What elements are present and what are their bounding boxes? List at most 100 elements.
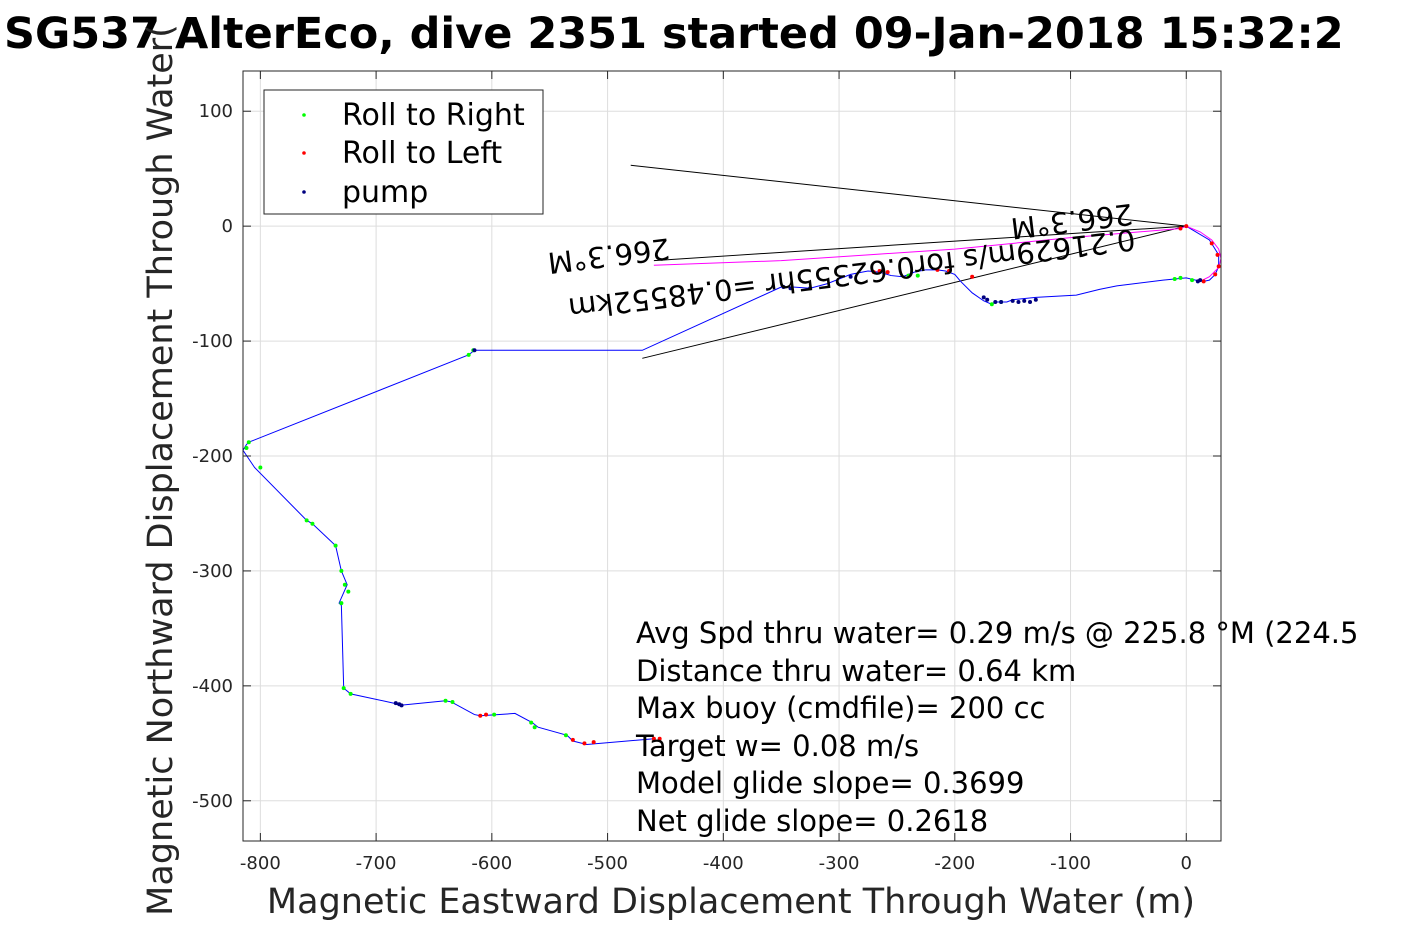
roll-right-point [310,521,315,526]
roll-left-point [885,270,890,275]
roll-left-point [935,267,940,272]
roll-right-point [339,601,344,606]
pump-point [981,295,986,300]
x-tick-label: -400 [703,853,744,874]
y-tick-label: -500 [192,791,233,812]
roll-left-point [877,268,882,273]
stat-max-buoy: Max buoy (cmdfile)= 200 cc [636,691,1045,725]
stat-model-glide-slope: Model glide slope= 0.3699 [636,766,1024,800]
stat-avg-speed: Avg Spd thru water= 0.29 m/s @ 225.8 °M … [636,616,1358,650]
roll-left-point [484,712,489,717]
roll-right-point [342,582,347,587]
roll-right-point [443,698,448,703]
roll-left-point [570,737,575,742]
pump-point [393,701,398,706]
roll-right-point [341,686,346,691]
heading-line [653,225,1187,262]
axis-ticks: -800 -700 -600 -500 -400 -300 -200 -100 0 100 0 -10… [192,71,1221,874]
y-tick-label: 100 [199,101,233,122]
chart-title: SG537 AlterEco, dive 2351 started 09-Jan… [4,9,1344,59]
roll-right-point [1190,278,1195,283]
pump-point [781,285,786,290]
roll-left-point [947,268,952,273]
roll-right-point [346,589,351,594]
roll-left-point [582,741,587,746]
roll-left-point [1184,224,1189,229]
heading-line [642,225,1187,359]
roll-left-point [1215,252,1220,257]
y-tick-label: -200 [192,446,233,467]
roll-right-point [906,273,911,278]
roll-left-point [871,270,876,275]
roll-right-point [348,691,353,696]
x-tick-label: 0 [1181,853,1192,874]
y-axis-label: Magnetic Northward Displacement Through … [141,24,181,916]
roll-left-point [1209,241,1214,246]
legend-box [263,89,544,215]
pump-point [1010,298,1015,303]
roll-left-point [1213,272,1218,277]
roll-right-point [246,440,251,445]
roll-right-point [258,465,263,470]
roll-right-point [529,720,534,725]
roll-right-point [563,733,568,738]
roll-left-point [657,736,662,741]
roll-right-point [466,352,471,357]
y-tick-label: -400 [192,676,233,697]
legend-marker-pump [302,190,306,194]
x-axis-label: Magnetic Eastward Displacement Through W… [267,882,1195,922]
x-tick-label: -600 [471,853,512,874]
stat-distance: Distance thru water= 0.64 km [636,654,1076,688]
heading-lines [630,164,1187,359]
roll-left-point [1178,226,1183,231]
roll-right-point [915,273,920,278]
roll-right-point [304,518,309,523]
legend: Roll to Right Roll to Left pump [263,89,544,215]
stat-net-glide-slope: Net glide slope= 0.2618 [636,804,988,838]
roll-left-point [970,274,975,279]
roll-left-point [591,740,596,745]
y-tick-label: -300 [192,561,233,582]
roll-left-point [1216,264,1221,269]
pump-point [993,300,998,304]
pump-point [399,703,404,708]
pump-point [472,348,477,353]
roll-right-point [333,543,338,548]
roll-right-point [492,712,497,717]
pump-point [985,297,990,302]
track-markers [244,224,1221,746]
legend-marker-roll-left [302,151,306,155]
pump-point [788,286,793,291]
pump-point [999,300,1004,304]
roll-right-point [1172,277,1177,282]
stats-block: Avg Spd thru water= 0.29 m/s @ 225.8 °M … [635,616,1358,838]
roll-left-point [651,736,656,741]
roll-right-point [244,445,249,450]
pump-point [808,286,813,291]
x-tick-label: -500 [587,853,628,874]
pump-point [1033,297,1038,302]
y-tick-label: -100 [192,331,233,352]
roll-right-point [532,725,537,730]
roll-right-point [450,699,455,704]
pump-point [1022,298,1027,303]
roll-right-point [1178,275,1183,280]
pump-point [1028,300,1033,304]
pump-point [1016,300,1021,304]
legend-marker-roll-right [302,113,306,117]
roll-left-point [1201,279,1206,284]
heading-line [630,164,1187,227]
pump-point [848,274,853,279]
x-tick-label: -100 [1050,853,1091,874]
roll-right-point [989,302,994,307]
x-tick-label: -800 [240,853,281,874]
legend-label-pump: pump [342,175,428,210]
y-tick-label: 0 [222,216,233,237]
legend-label-roll-right: Roll to Right [342,98,525,133]
roll-right-point [339,568,344,573]
x-tick-label: -200 [934,853,975,874]
roll-left-point [478,713,483,718]
legend-label-roll-left: Roll to Left [342,136,502,171]
x-tick-label: -300 [819,853,860,874]
pump-point [1198,278,1203,283]
